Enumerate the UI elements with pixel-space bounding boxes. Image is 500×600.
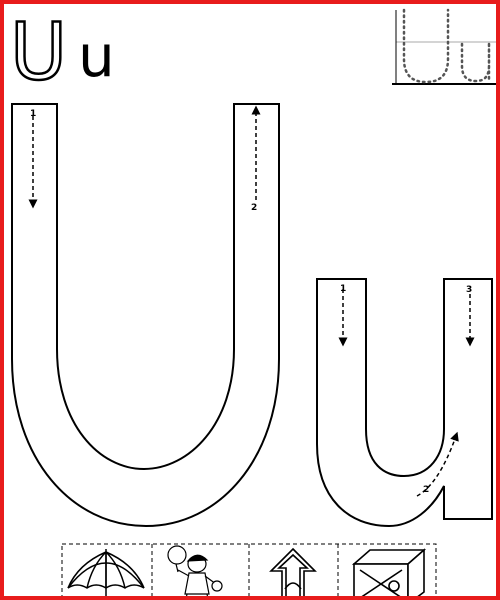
uppercase-step-2-number: 2 <box>251 203 257 213</box>
tracing-artwork: 1 2 1 2 3 <box>11 8 496 596</box>
dotted-uppercase-u-icon <box>402 8 450 84</box>
picture-strip <box>61 543 437 596</box>
umbrella-icon <box>67 549 145 596</box>
lowercase-step-1-number: 1 <box>340 284 346 294</box>
picture-strip-frame <box>61 543 437 596</box>
title-lowercase-letter: u <box>78 22 115 90</box>
up-arrow-icon <box>269 547 317 596</box>
lowercase-u-outline <box>316 278 493 528</box>
lowercase-stroke-2-arrow <box>416 431 459 497</box>
dotted-lowercase-u-icon <box>460 42 491 84</box>
practice-guide <box>392 8 496 85</box>
uppercase-step-1-number: 1 <box>30 109 36 119</box>
uppercase-u-outline <box>11 103 280 528</box>
box-icon <box>351 548 427 596</box>
lowercase-step-3-number: 3 <box>466 285 472 295</box>
boy-holding-sign-icon <box>167 545 223 596</box>
title-uppercase-letter: U <box>9 8 69 98</box>
lowercase-step-2-number: 2 <box>423 485 429 495</box>
